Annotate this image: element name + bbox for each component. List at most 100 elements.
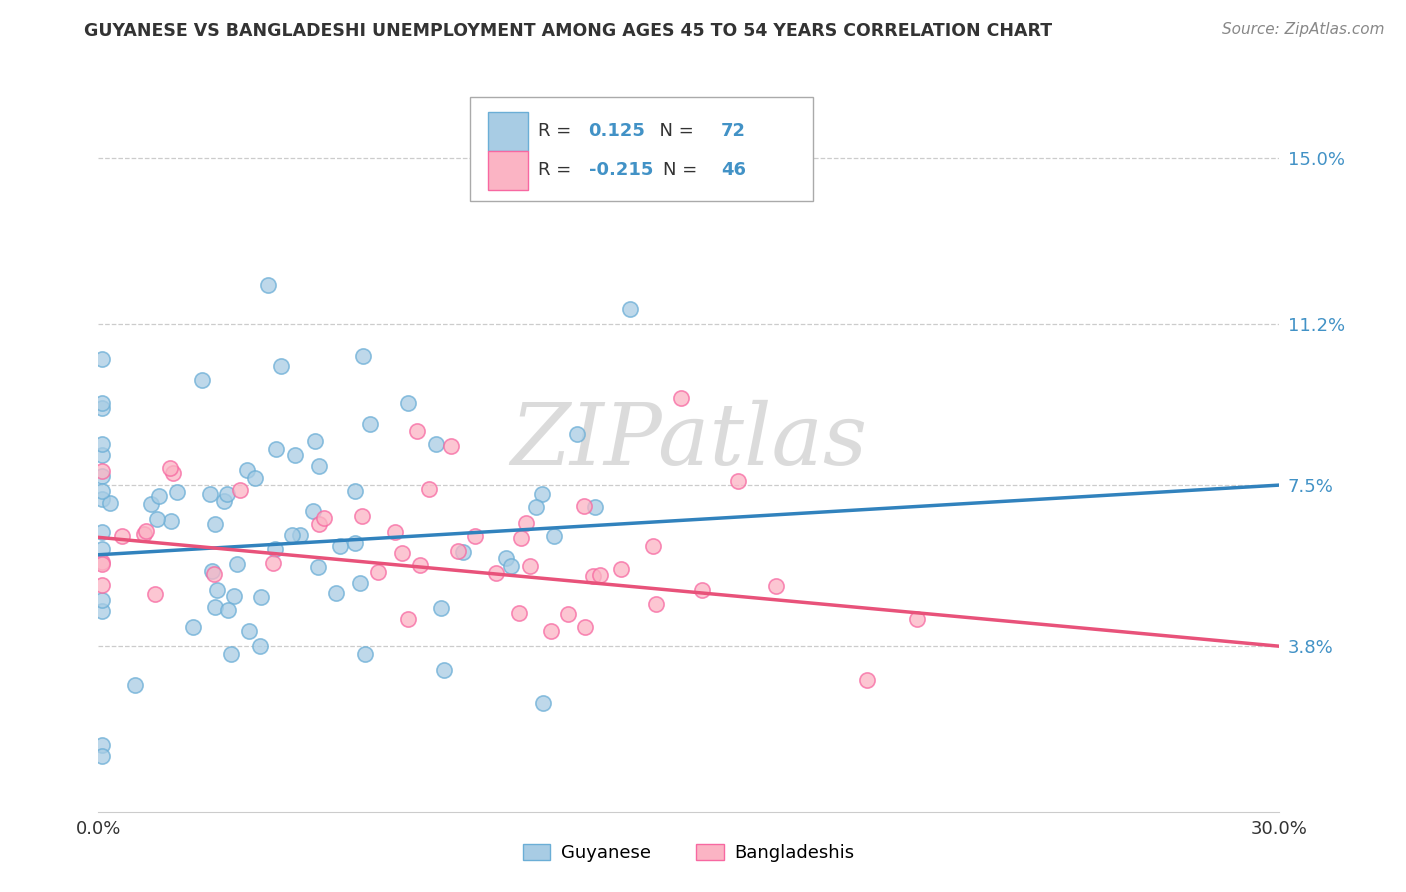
- FancyBboxPatch shape: [488, 112, 529, 151]
- Point: [349, 575, 371, 590]
- Point: [572, 499, 595, 513]
- Point: [135, 524, 157, 538]
- FancyBboxPatch shape: [471, 97, 813, 201]
- Point: [582, 568, 605, 582]
- Point: [249, 640, 271, 654]
- Point: [219, 647, 242, 661]
- Legend: Guyanese, Bangladeshis: Guyanese, Bangladeshis: [516, 837, 862, 870]
- Point: [91, 469, 114, 483]
- Point: [610, 562, 633, 576]
- Point: [202, 566, 225, 581]
- Point: [91, 465, 114, 479]
- Point: [146, 512, 169, 526]
- Point: [515, 516, 537, 530]
- Point: [204, 599, 226, 614]
- Text: 0.125: 0.125: [589, 121, 645, 139]
- Point: [91, 592, 114, 607]
- Point: [91, 542, 114, 557]
- Text: N =: N =: [664, 161, 703, 178]
- Point: [204, 517, 226, 532]
- Point: [391, 545, 413, 559]
- Point: [485, 566, 508, 580]
- Point: [440, 439, 463, 453]
- Point: [765, 579, 787, 593]
- Point: [162, 466, 184, 480]
- Point: [257, 278, 280, 293]
- Point: [464, 529, 486, 543]
- Point: [453, 544, 475, 558]
- Point: [565, 426, 588, 441]
- Point: [314, 510, 336, 524]
- Point: [91, 555, 114, 569]
- Point: [524, 500, 547, 515]
- Point: [447, 544, 470, 558]
- Point: [264, 542, 287, 557]
- Point: [354, 647, 377, 661]
- Point: [111, 529, 134, 543]
- Point: [690, 582, 713, 597]
- Point: [91, 738, 114, 752]
- Point: [641, 539, 664, 553]
- Text: 46: 46: [721, 161, 745, 178]
- Point: [262, 556, 284, 570]
- Point: [215, 487, 238, 501]
- Point: [307, 560, 329, 574]
- Text: GUYANESE VS BANGLADESHI UNEMPLOYMENT AMONG AGES 45 TO 54 YEARS CORRELATION CHART: GUYANESE VS BANGLADESHI UNEMPLOYMENT AMO…: [84, 22, 1053, 40]
- Point: [198, 487, 221, 501]
- Point: [325, 586, 347, 600]
- Point: [201, 564, 224, 578]
- Point: [91, 352, 114, 367]
- Point: [367, 566, 389, 580]
- Point: [91, 448, 114, 462]
- Point: [91, 604, 114, 618]
- Text: R =: R =: [537, 121, 576, 139]
- Point: [302, 504, 325, 518]
- Point: [574, 620, 596, 634]
- Point: [329, 539, 352, 553]
- Point: [243, 470, 266, 484]
- Point: [425, 437, 447, 451]
- Point: [352, 349, 374, 363]
- Point: [91, 484, 114, 499]
- Point: [280, 528, 302, 542]
- Point: [270, 359, 292, 373]
- Point: [249, 590, 271, 604]
- Text: R =: R =: [537, 161, 576, 178]
- Point: [181, 620, 204, 634]
- Point: [308, 516, 330, 531]
- Point: [238, 624, 260, 638]
- Point: [91, 578, 114, 592]
- Point: [430, 600, 453, 615]
- Text: ZIPatlas: ZIPatlas: [510, 401, 868, 483]
- Point: [91, 557, 114, 571]
- Point: [510, 532, 533, 546]
- Point: [495, 551, 517, 566]
- Point: [589, 567, 612, 582]
- Point: [148, 490, 170, 504]
- Point: [645, 598, 668, 612]
- Point: [207, 582, 229, 597]
- Point: [124, 678, 146, 692]
- Point: [433, 663, 456, 677]
- Text: -0.215: -0.215: [589, 161, 652, 178]
- Point: [284, 448, 307, 462]
- Point: [226, 558, 249, 572]
- Point: [217, 602, 239, 616]
- Text: 72: 72: [721, 121, 745, 139]
- Point: [98, 495, 121, 509]
- Point: [619, 302, 641, 317]
- Point: [508, 606, 530, 620]
- Point: [308, 458, 330, 473]
- Point: [359, 417, 381, 431]
- Point: [191, 373, 214, 387]
- Point: [669, 391, 692, 405]
- Point: [384, 525, 406, 540]
- Point: [531, 697, 554, 711]
- Point: [264, 442, 287, 457]
- Point: [905, 611, 928, 625]
- Point: [727, 474, 749, 488]
- Point: [583, 500, 606, 514]
- Point: [141, 496, 163, 510]
- Point: [350, 509, 373, 524]
- Point: [288, 527, 311, 541]
